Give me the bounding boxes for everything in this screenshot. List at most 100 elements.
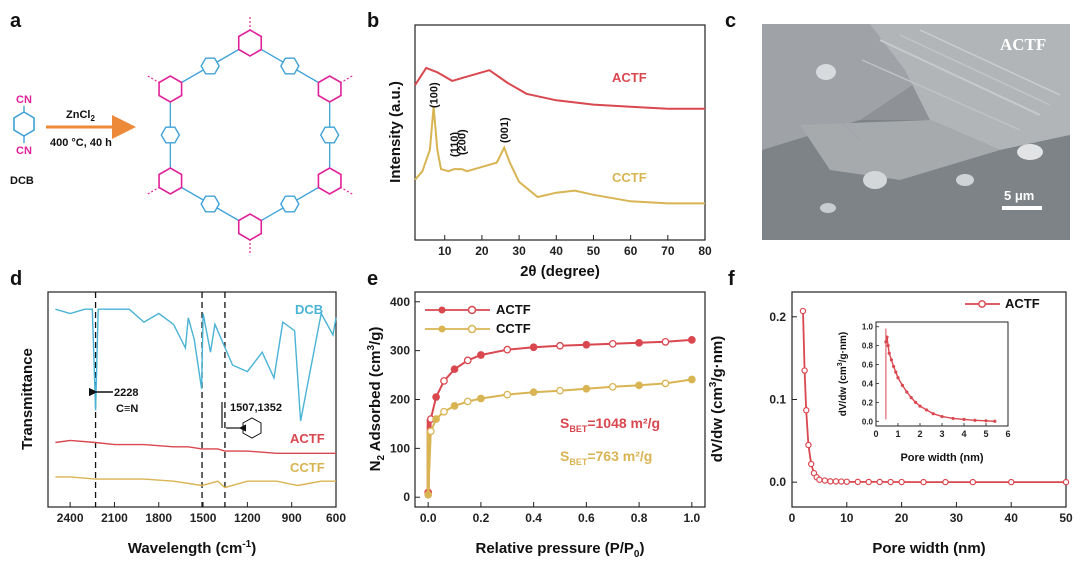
xrd-curve-cctf [414,106,705,205]
isotherm-x-tick-label: 0.6 [578,511,595,525]
pore-point-actf [801,367,808,374]
ftir-label-dcb: DCB [295,302,323,317]
isotherm-x-tick-label: 0.8 [631,511,648,525]
sbet-actf: SBET=1048 m²/g [560,415,660,434]
ftir-x-tick-label: 1500 [190,511,217,525]
isotherm-y-tick-label: 400 [390,295,410,309]
ftir-x-tick-label: 600 [326,511,346,525]
xrd-peak-label: (100) [429,82,441,108]
isotherm-point-cctf [463,397,472,406]
dcb-cn-top: CN [16,94,32,106]
triazine-ring [237,213,263,241]
isotherm-point-actf [463,356,472,365]
inset-point-actf [973,418,977,422]
triazine-ring [158,167,183,195]
isotherm-point-actf [582,340,591,349]
pore-y-tick-label: 0.2 [769,310,786,324]
pore-x-tick-label: 20 [895,511,909,525]
sem-particle [863,171,887,189]
panel-b-xrd: 10 20 30 40 50 60 70 80 (100) (110)(200) (001) AC… [387,24,712,280]
inset-point-actf [993,419,997,423]
isotherm-point-cctf [503,390,512,399]
inset-x-tick-label: 1 [895,429,900,439]
benzene-ring [280,57,300,75]
xrd-label-cctf: CCTF [612,170,647,185]
benzene-ring [160,126,181,144]
pore-point-actf [887,478,894,486]
panel-d-ftir: 2400 2100 1800 1500 1200 900 600 DCB ACTF CCTF… [19,291,346,557]
sbet-cctf: SBET=763 m²/g [560,448,652,467]
scale-bar-label: 5 μm [1004,188,1034,203]
isotherm-y-tick-label: 0 [403,490,410,504]
isotherm-point-cctf [450,402,459,410]
isotherm-line-cctf [427,378,692,495]
inset-point-actf [889,358,894,362]
inset-point-actf [962,417,966,421]
xrd-x-tick-label: 70 [661,244,675,258]
isotherm-point-cctf [440,407,448,416]
pore-point-actf [942,478,949,486]
sem-particle [1017,144,1043,160]
xrd-x-tick-label: 80 [698,244,712,258]
pore-point-actf [816,476,823,483]
xrd-x-tick-label: 30 [512,244,526,258]
pore-x-tick-label: 40 [1005,511,1019,525]
ftir-x-tick-label: 2400 [57,511,84,525]
inset-point-actf [909,396,913,400]
legend-actf: ACTF [496,302,531,317]
ftir-x-tick-label: 900 [282,511,302,525]
pore-point-actf [969,478,977,486]
isotherm-point-cctf [661,379,670,388]
inset-y-tick-label: 0.2 [862,398,874,407]
ftir-x-tick-label: 2100 [101,511,128,525]
scale-bar [1002,206,1042,210]
sem-sample-label: ACTF [1000,35,1046,54]
isotherm-point-actf [450,365,459,374]
triazine-icon [242,417,262,439]
panel-label-f: f [728,268,735,290]
plot-d-frame [47,291,337,508]
panel-label-c: c [725,10,736,32]
inset-y-tick-label: 0.6 [862,361,874,370]
inset-point-actf [905,390,909,394]
pore-point-actf [876,478,883,486]
inset-point-actf [984,419,988,423]
isotherm-x-axis-label: Relative pressure (P/P0) [476,540,645,560]
isotherm-point-cctf [424,490,433,499]
xrd-peak-label: (001) [499,117,511,143]
inset-point-actf [894,370,898,374]
pore-point-actf [799,307,807,315]
isotherm-y-tick-label: 200 [390,393,410,407]
isotherm-point-cctf [635,381,643,390]
xrd-x-tick-label: 10 [438,244,452,258]
isotherm-point-actf [477,351,485,359]
triazine-ring [237,29,263,57]
inset-y-tick-label: 1.0 [862,323,874,332]
triazine-ring [317,167,342,195]
inset-point-actf [885,335,889,339]
annotation-1507-1352: 1507,1352 [230,402,282,414]
isotherm-point-actf [687,336,696,344]
inset-y-axis-label: dV/dw (cm3/g·nm) [837,332,849,416]
ftir-curve-dcb [55,308,337,422]
inset-x-axis-label: Pore width (nm) [900,452,983,464]
ftir-curve-cctf [55,476,336,489]
isotherm-point-actf [529,343,538,352]
inset-frame [875,321,1009,427]
isotherm-point-actf [432,393,440,401]
inset-x-tick-label: 3 [939,429,944,439]
xrd-peak-label: (200) [456,129,468,155]
pore-point-actf [832,478,840,485]
isotherm-point-actf [556,341,564,350]
annotation-2228: 2228 [114,387,138,399]
pore-point-actf [920,478,927,486]
pore-point-actf [1062,478,1070,486]
ftir-label-actf: ACTF [290,431,325,446]
sem-particle [816,64,836,80]
panel-label-d: d [10,268,22,290]
ftir-x-axis-label: Wavelength (cm-1) [128,539,256,557]
isotherm-x-tick-label: 1.0 [683,511,700,525]
inset-point-actf [892,364,896,369]
isotherm-point-cctf [477,394,485,403]
pore-point-actf [843,478,851,485]
